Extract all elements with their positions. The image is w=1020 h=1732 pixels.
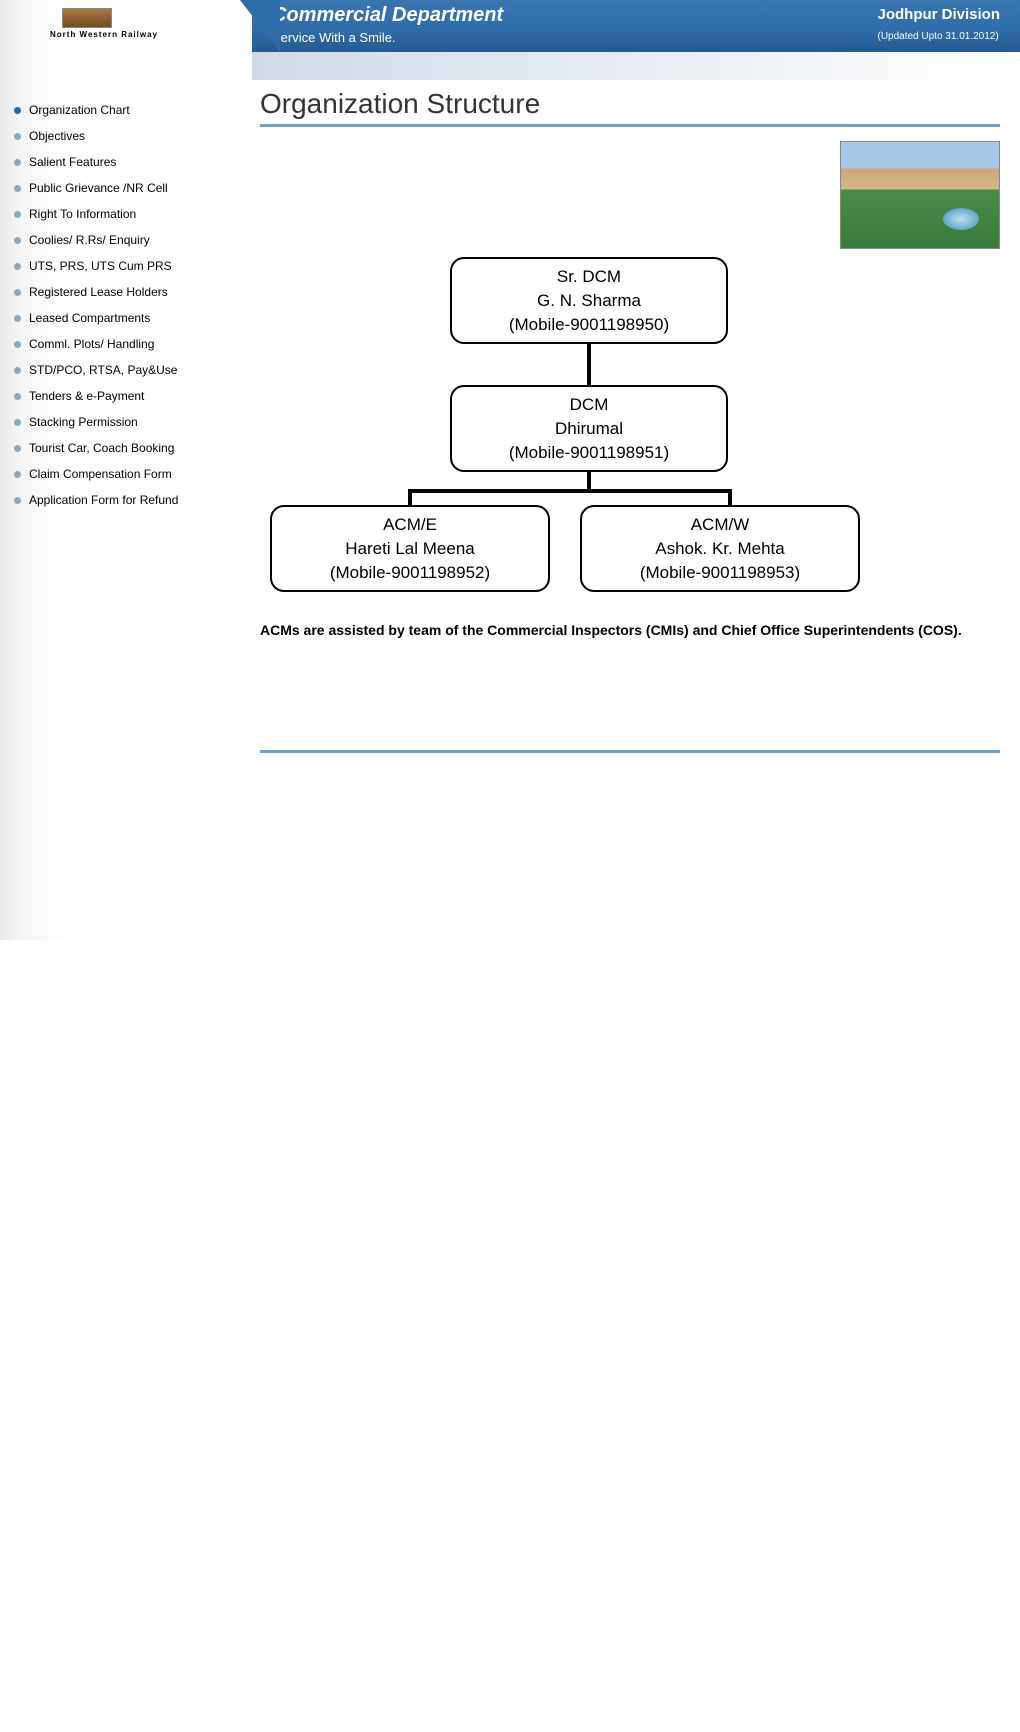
header-gradient-strip — [252, 52, 1020, 80]
page-root: North Western Railway Organization Chart… — [0, 0, 1020, 940]
org-node-role: ACM/E — [284, 513, 536, 537]
header-updated: (Updated Upto 31.01.2012) — [877, 31, 1000, 42]
org-node-role: ACM/W — [594, 513, 846, 537]
sidebar-item[interactable]: UTS, PRS, UTS Cum PRS — [14, 253, 240, 279]
sidebar-item[interactable]: Coolies/ R.Rs/ Enquiry — [14, 227, 240, 253]
bullet-icon — [14, 471, 21, 478]
sidebar-item[interactable]: Stacking Permission — [14, 409, 240, 435]
footer-note: ACMs are assisted by team of the Commerc… — [260, 621, 1000, 640]
sidebar-item-label: Salient Features — [29, 155, 116, 169]
org-node-dcm: DCMDhirumal(Mobile-9001198951) — [450, 385, 728, 472]
org-connector — [408, 489, 732, 493]
title-underline — [260, 124, 1000, 127]
sidebar-item[interactable]: Organization Chart — [14, 97, 240, 123]
sidebar-item-label: Right To Information — [29, 207, 136, 221]
sidebar: North Western Railway Organization Chart… — [0, 0, 240, 940]
bullet-icon — [14, 315, 21, 322]
sidebar-item[interactable]: Registered Lease Holders — [14, 279, 240, 305]
content-area: Organization Structure Sr. DCMG. N. Shar… — [240, 80, 1020, 753]
main: Commercial Department Service With a Smi… — [240, 0, 1020, 940]
header-bar: Commercial Department Service With a Smi… — [252, 0, 1020, 52]
bullet-icon — [14, 289, 21, 296]
sidebar-item[interactable]: Application Form for Refund — [14, 487, 240, 513]
bullet-icon — [14, 159, 21, 166]
org-chart: Sr. DCMG. N. Sharma(Mobile-9001198950) DC… — [260, 257, 1000, 607]
sidebar-item[interactable]: Leased Compartments — [14, 305, 240, 331]
org-node-acme: ACM/EHareti Lal Meena(Mobile-9001198952) — [270, 505, 550, 592]
bullet-icon — [14, 237, 21, 244]
bullet-icon — [14, 497, 21, 504]
org-node-mobile: (Mobile-9001198950) — [464, 313, 714, 337]
org-node-name: Hareti Lal Meena — [284, 537, 536, 561]
bullet-icon — [14, 211, 21, 218]
org-node-role: Sr. DCM — [464, 265, 714, 289]
org-connector — [587, 471, 591, 491]
org-node-mobile: (Mobile-9001198952) — [284, 561, 536, 585]
sidebar-item-label: Tourist Car, Coach Booking — [29, 441, 174, 455]
sidebar-item[interactable]: Right To Information — [14, 201, 240, 227]
sidebar-item-label: Objectives — [29, 129, 85, 143]
sidebar-item[interactable]: Comml. Plots/ Handling — [14, 331, 240, 357]
logo-text: North Western Railway — [50, 30, 240, 39]
bullet-icon — [14, 107, 21, 114]
sidebar-item-label: Public Grievance /NR Cell — [29, 181, 168, 195]
sidebar-item[interactable]: Tourist Car, Coach Booking — [14, 435, 240, 461]
logo-block: North Western Railway — [0, 0, 240, 47]
org-node-name: G. N. Sharma — [464, 289, 714, 313]
sidebar-item-label: Claim Compensation Form — [29, 467, 172, 481]
page-title: Organization Structure — [260, 88, 1000, 120]
bullet-icon — [14, 419, 21, 426]
header-subtitle: Service With a Smile. — [272, 30, 503, 45]
org-node-srdcm: Sr. DCMG. N. Sharma(Mobile-9001198950) — [450, 257, 728, 344]
sidebar-item[interactable]: Claim Compensation Form — [14, 461, 240, 487]
org-node-name: Dhirumal — [464, 417, 714, 441]
bullet-icon — [14, 393, 21, 400]
bullet-icon — [14, 341, 21, 348]
sidebar-item-label: Tenders & e-Payment — [29, 389, 144, 403]
org-node-name: Ashok. Kr. Mehta — [594, 537, 846, 561]
railway-logo-icon — [62, 8, 112, 28]
org-connector — [408, 489, 412, 505]
sidebar-item[interactable]: Public Grievance /NR Cell — [14, 175, 240, 201]
org-node-mobile: (Mobile-9001198953) — [594, 561, 846, 585]
hero-image-wrap — [260, 141, 1000, 249]
sidebar-item-label: Stacking Permission — [29, 415, 138, 429]
header-division: Jodhpur Division — [877, 6, 1000, 23]
org-connector — [587, 343, 591, 385]
sidebar-item-label: STD/PCO, RTSA, Pay&Use — [29, 363, 177, 377]
bullet-icon — [14, 445, 21, 452]
sidebar-item[interactable]: STD/PCO, RTSA, Pay&Use — [14, 357, 240, 383]
sidebar-item-label: Coolies/ R.Rs/ Enquiry — [29, 233, 150, 247]
bullet-icon — [14, 263, 21, 270]
bullet-icon — [14, 185, 21, 192]
sidebar-item-label: Application Form for Refund — [29, 493, 178, 507]
org-node-mobile: (Mobile-9001198951) — [464, 441, 714, 465]
end-line — [260, 750, 1000, 753]
sidebar-item[interactable]: Salient Features — [14, 149, 240, 175]
sidebar-nav: Organization Chart Objectives Salient Feat… — [0, 47, 240, 513]
building-photo — [840, 141, 1000, 249]
header-triangle-decoration — [240, 0, 280, 52]
header-right: Jodhpur Division (Updated Upto 31.01.201… — [877, 4, 1000, 48]
sidebar-item-label: Comml. Plots/ Handling — [29, 337, 154, 351]
header-title: Commercial Department — [272, 4, 503, 27]
sidebar-item-label: Registered Lease Holders — [29, 285, 168, 299]
sidebar-item-label: Organization Chart — [29, 103, 130, 117]
bullet-icon — [14, 367, 21, 374]
org-connector — [728, 489, 732, 505]
header-left: Commercial Department Service With a Smi… — [272, 4, 503, 48]
sidebar-item-label: Leased Compartments — [29, 311, 150, 325]
sidebar-item[interactable]: Objectives — [14, 123, 240, 149]
sidebar-item-label: UTS, PRS, UTS Cum PRS — [29, 259, 172, 273]
bullet-icon — [14, 133, 21, 140]
sidebar-item[interactable]: Tenders & e-Payment — [14, 383, 240, 409]
org-node-role: DCM — [464, 393, 714, 417]
org-node-acmw: ACM/WAshok. Kr. Mehta(Mobile-9001198953) — [580, 505, 860, 592]
